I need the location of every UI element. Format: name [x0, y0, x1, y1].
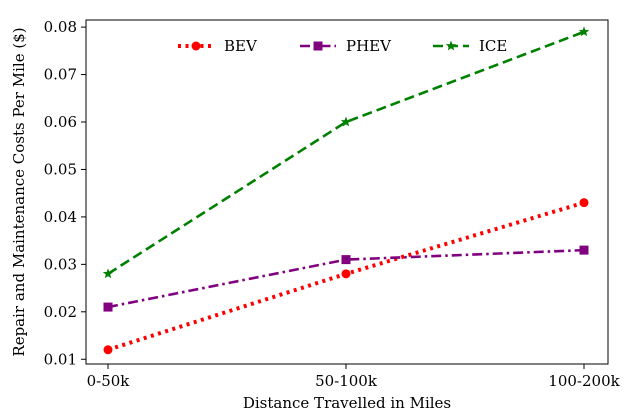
- legend-item-ice: ICE: [433, 37, 507, 55]
- y-tick-label: 0.06: [44, 113, 77, 131]
- legend-label-phev: PHEV: [346, 37, 392, 55]
- legend-marker-bev: [191, 41, 201, 51]
- legend-label-ice: ICE: [479, 37, 507, 55]
- y-axis-label: Repair and Maintenance Costs Per Mile ($…: [10, 27, 28, 356]
- y-tick-label: 0.03: [44, 255, 77, 273]
- series-phev: [103, 245, 589, 312]
- legend: BEV PHEV ICE: [178, 37, 507, 55]
- legend-label-bev: BEV: [224, 37, 258, 55]
- series-line-ice: [107, 30, 585, 275]
- x-tick-label: 0-50k: [87, 372, 131, 390]
- data-point-ice: [340, 116, 352, 127]
- data-point-phev: [341, 255, 351, 265]
- x-tick-label: 50-100k: [315, 372, 378, 390]
- data-point-bev: [579, 198, 589, 208]
- y-tick-label: 0.02: [44, 303, 77, 321]
- data-point-bev: [103, 345, 113, 355]
- series-bev: [103, 198, 589, 355]
- legend-marker-ice: [445, 40, 457, 51]
- data-point-bev: [341, 269, 351, 279]
- x-axis-label: Distance Travelled in Miles: [243, 394, 451, 412]
- x-axis-ticks: 0-50k 50-100k 100-200k: [87, 364, 621, 390]
- x-tick-label: 100-200k: [548, 372, 620, 390]
- data-point-ice: [102, 268, 114, 279]
- legend-marker-phev: [313, 41, 323, 51]
- series-ice: [102, 26, 590, 279]
- y-tick-label: 0.05: [44, 160, 77, 178]
- data-point-ice: [578, 26, 590, 37]
- y-tick-label: 0.07: [44, 66, 77, 84]
- legend-item-phev: PHEV: [300, 37, 392, 55]
- y-axis-ticks: 0.01 0.02 0.03 0.04 0.05 0.06 0.07 0.08: [44, 18, 86, 368]
- plot-area: [85, 19, 609, 365]
- series-layer: [102, 26, 590, 355]
- y-tick-label: 0.04: [44, 208, 77, 226]
- legend-item-bev: BEV: [178, 37, 258, 55]
- y-tick-label: 0.01: [44, 350, 77, 368]
- y-tick-label: 0.08: [44, 18, 77, 36]
- data-point-phev: [579, 245, 589, 255]
- data-point-phev: [103, 302, 113, 312]
